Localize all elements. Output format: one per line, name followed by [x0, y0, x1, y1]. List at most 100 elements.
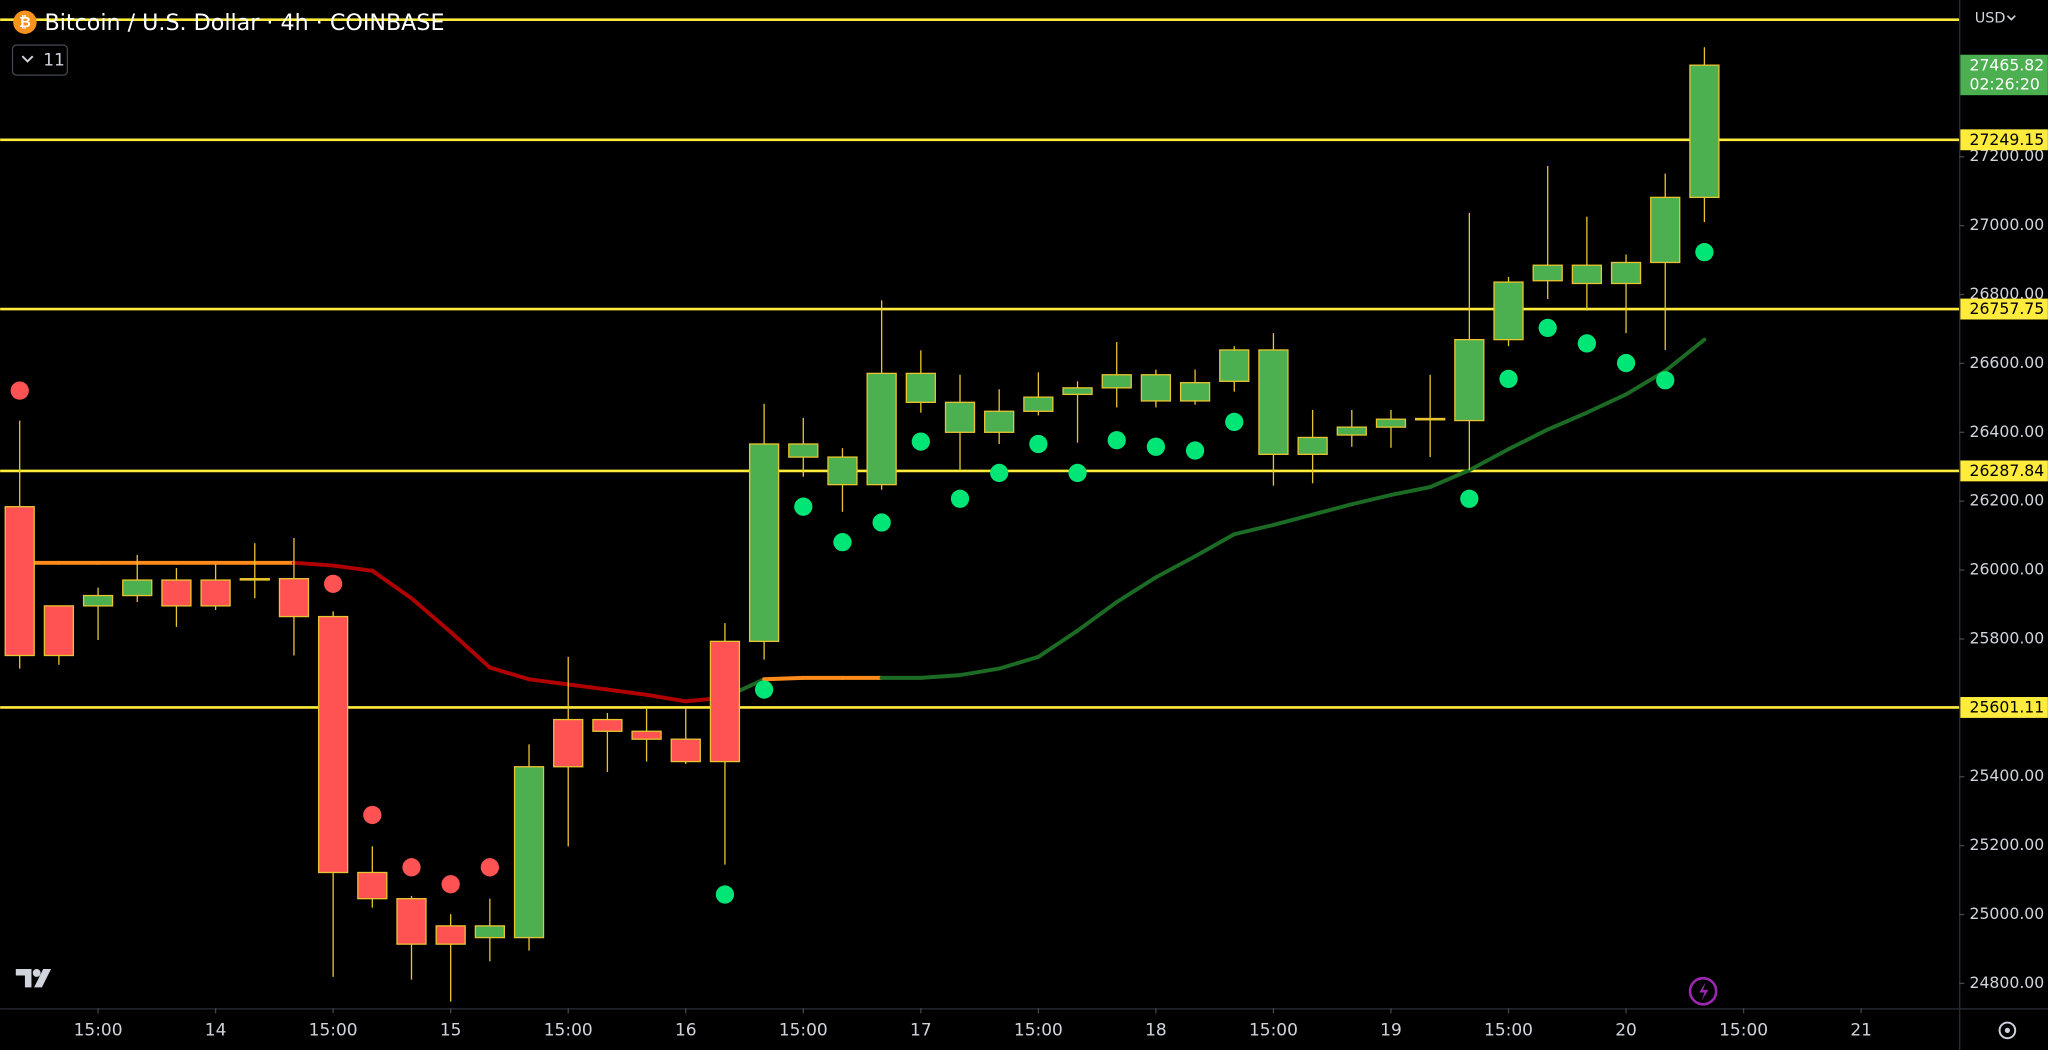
- candle-body: [592, 718, 623, 732]
- y-tick-label: 26600.00: [1970, 353, 2045, 372]
- ma-segment: [1036, 628, 1080, 659]
- candle-body: [161, 579, 192, 607]
- x-tick-label: 15:00: [309, 1020, 358, 1040]
- ma-segment: [1506, 427, 1550, 452]
- candle-body: [1062, 387, 1093, 396]
- y-tick-label: 24800.00: [1970, 973, 2045, 992]
- candle-body: [866, 372, 897, 486]
- bitcoin-icon-glyph: ₿: [19, 15, 31, 31]
- candle-body: [200, 579, 231, 607]
- level-label: 27249.15: [1970, 130, 2045, 149]
- countdown-label: 02:26:20: [1970, 74, 2040, 93]
- candle-body: [553, 718, 584, 768]
- x-tick-label: 15:00: [1249, 1020, 1298, 1040]
- signal-dot: [1538, 318, 1557, 338]
- ma-segment: [1349, 493, 1393, 507]
- x-tick-label: 17: [910, 1020, 932, 1040]
- candle-body: [1454, 338, 1485, 422]
- signal-dot: [715, 885, 735, 904]
- x-tick-label: 15:00: [1484, 1020, 1533, 1040]
- x-tick-label: 15:00: [1719, 1020, 1768, 1040]
- candle-body: [122, 579, 153, 597]
- y-tick-label: 26000.00: [1970, 560, 2045, 579]
- level-tag: [1960, 697, 2048, 718]
- candle-body: [944, 401, 976, 433]
- candle-body: [239, 578, 270, 581]
- ma-segment: [409, 596, 453, 635]
- ma-segment: [370, 568, 414, 601]
- signal-dot: [1225, 412, 1244, 432]
- candle-body: [1101, 374, 1132, 389]
- signal-dot: [1185, 441, 1205, 460]
- candle-body: [513, 766, 545, 939]
- plot-area: [0, 18, 1960, 1002]
- level-label: 26757.75: [1970, 299, 2045, 318]
- ma-segment: [958, 666, 1002, 678]
- ma-segment: [1153, 554, 1198, 580]
- candle-body: [1415, 417, 1446, 421]
- ma-segment: [1310, 502, 1354, 517]
- signal-dot: [1146, 437, 1166, 456]
- ma-segment: [1389, 485, 1433, 497]
- candle-body: [827, 456, 858, 486]
- candle-body: [82, 594, 114, 607]
- y-tick-label: 25400.00: [1970, 766, 2045, 785]
- alert-button[interactable]: [1688, 976, 1718, 1006]
- indicators-count: 11: [43, 51, 65, 71]
- ma-segment: [1232, 522, 1276, 537]
- candle-body: [1532, 264, 1563, 282]
- x-tick-label: 15:00: [544, 1020, 593, 1040]
- alert-glyph: [1699, 982, 1709, 1001]
- x-tick-label: 21: [1850, 1020, 1872, 1040]
- ma-segment: [1114, 575, 1158, 605]
- candle-body: [357, 871, 388, 900]
- ma-segment: [1271, 512, 1315, 527]
- ma-segment: [566, 682, 610, 692]
- signal-dot: [1460, 489, 1479, 508]
- candle-body: [1258, 349, 1289, 455]
- currency[interactable]: USD: [1975, 10, 2006, 26]
- x-tick-label: 16: [675, 1020, 697, 1040]
- signal-dot: [990, 463, 1009, 483]
- x-tick-label: 15:00: [74, 1020, 123, 1040]
- y-tick-label: 26800.00: [1970, 284, 2045, 303]
- ma-segment: [1428, 468, 1472, 490]
- y-tick-label: 25200.00: [1970, 835, 2045, 854]
- ma-segment: [487, 665, 531, 682]
- signal-dot: [754, 680, 774, 699]
- candle-body: [1140, 374, 1172, 402]
- signal-dot: [1068, 463, 1087, 483]
- signal-dot: [833, 533, 852, 552]
- y-tick-label: 27000.00: [1970, 215, 2045, 234]
- level-label: 25601.11: [1970, 698, 2045, 717]
- ma-segment: [448, 630, 492, 670]
- ma-segment: [527, 677, 571, 687]
- settings-button[interactable]: [1998, 1021, 2017, 1040]
- settings-dot: [2004, 1027, 2011, 1034]
- signal-dot: [950, 489, 970, 508]
- y-tick-label: 25800.00: [1970, 628, 2045, 647]
- ma-segment: [762, 675, 806, 682]
- signal-dot: [1499, 369, 1518, 389]
- candle-body: [984, 410, 1015, 433]
- ma-segment: [1663, 337, 1707, 373]
- candle-body: [748, 443, 780, 643]
- x-tick-label: 19: [1380, 1020, 1402, 1040]
- candle-body: [1179, 382, 1211, 402]
- candle-body: [43, 605, 75, 657]
- candle-body: [1650, 196, 1681, 264]
- signal-dot: [1029, 434, 1048, 454]
- indicators-toggle[interactable]: [11, 44, 69, 76]
- candle-body: [317, 615, 349, 874]
- signal-dot: [1616, 353, 1636, 373]
- ma-segment: [997, 654, 1041, 671]
- candle-body: [1336, 426, 1367, 436]
- ma-segment: [644, 692, 688, 704]
- last-price-tag: [1960, 54, 2048, 96]
- y-tick-label: 27200.00: [1970, 146, 2045, 165]
- level-tag: [1960, 460, 2048, 482]
- signal-dot: [794, 497, 813, 516]
